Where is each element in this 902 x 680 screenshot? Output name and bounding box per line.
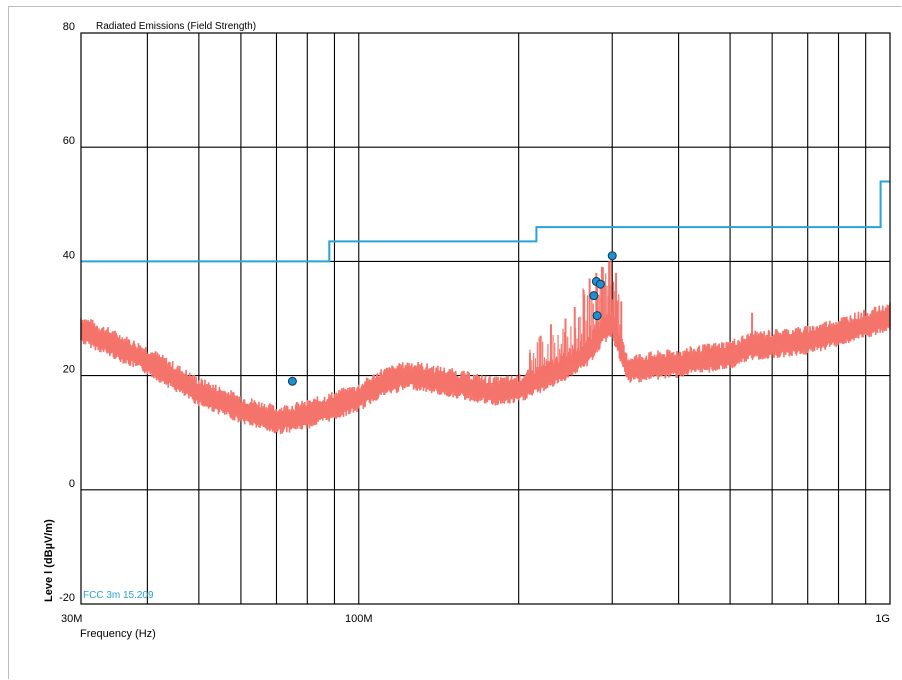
y-tick-label: -20: [59, 592, 75, 604]
grid-lines: [81, 32, 890, 605]
y-tick-label: 20: [63, 364, 75, 376]
measurement-marker: [592, 311, 602, 321]
chart-frame: [8, 6, 901, 679]
markers-group: [287, 251, 617, 386]
measurement-marker: [595, 279, 605, 289]
measurement-marker: [589, 291, 599, 301]
x-tick-labels: 30M 100M 1G: [61, 613, 890, 625]
y-tick-labels: 80 60 40 20 0 -20: [59, 21, 75, 604]
y-tick-label: 80: [63, 21, 75, 33]
limit-line: [81, 180, 890, 263]
plot-border: [80, 32, 891, 605]
y-axis-title: Leve l (dBµV/m): [43, 519, 55, 602]
limit-line-group: [81, 180, 890, 263]
emission-trace-group: [80, 259, 891, 435]
x-tick-label: 1G: [875, 613, 890, 625]
y-tick-label: 40: [63, 249, 75, 261]
x-tick-label: 30M: [61, 613, 82, 625]
x-tick-label: 100M: [345, 613, 373, 625]
chart-title: Radiated Emissions (Field Strength): [96, 21, 256, 32]
limit-line-label: FCC 3m 15.209: [83, 590, 154, 601]
measurement-marker: [287, 376, 297, 386]
x-axis-title: Frequency (Hz): [80, 628, 156, 640]
y-tick-label: 60: [63, 135, 75, 147]
y-tick-label: 0: [69, 478, 75, 490]
emission-trace: [80, 302, 891, 435]
measurement-marker: [607, 251, 617, 261]
